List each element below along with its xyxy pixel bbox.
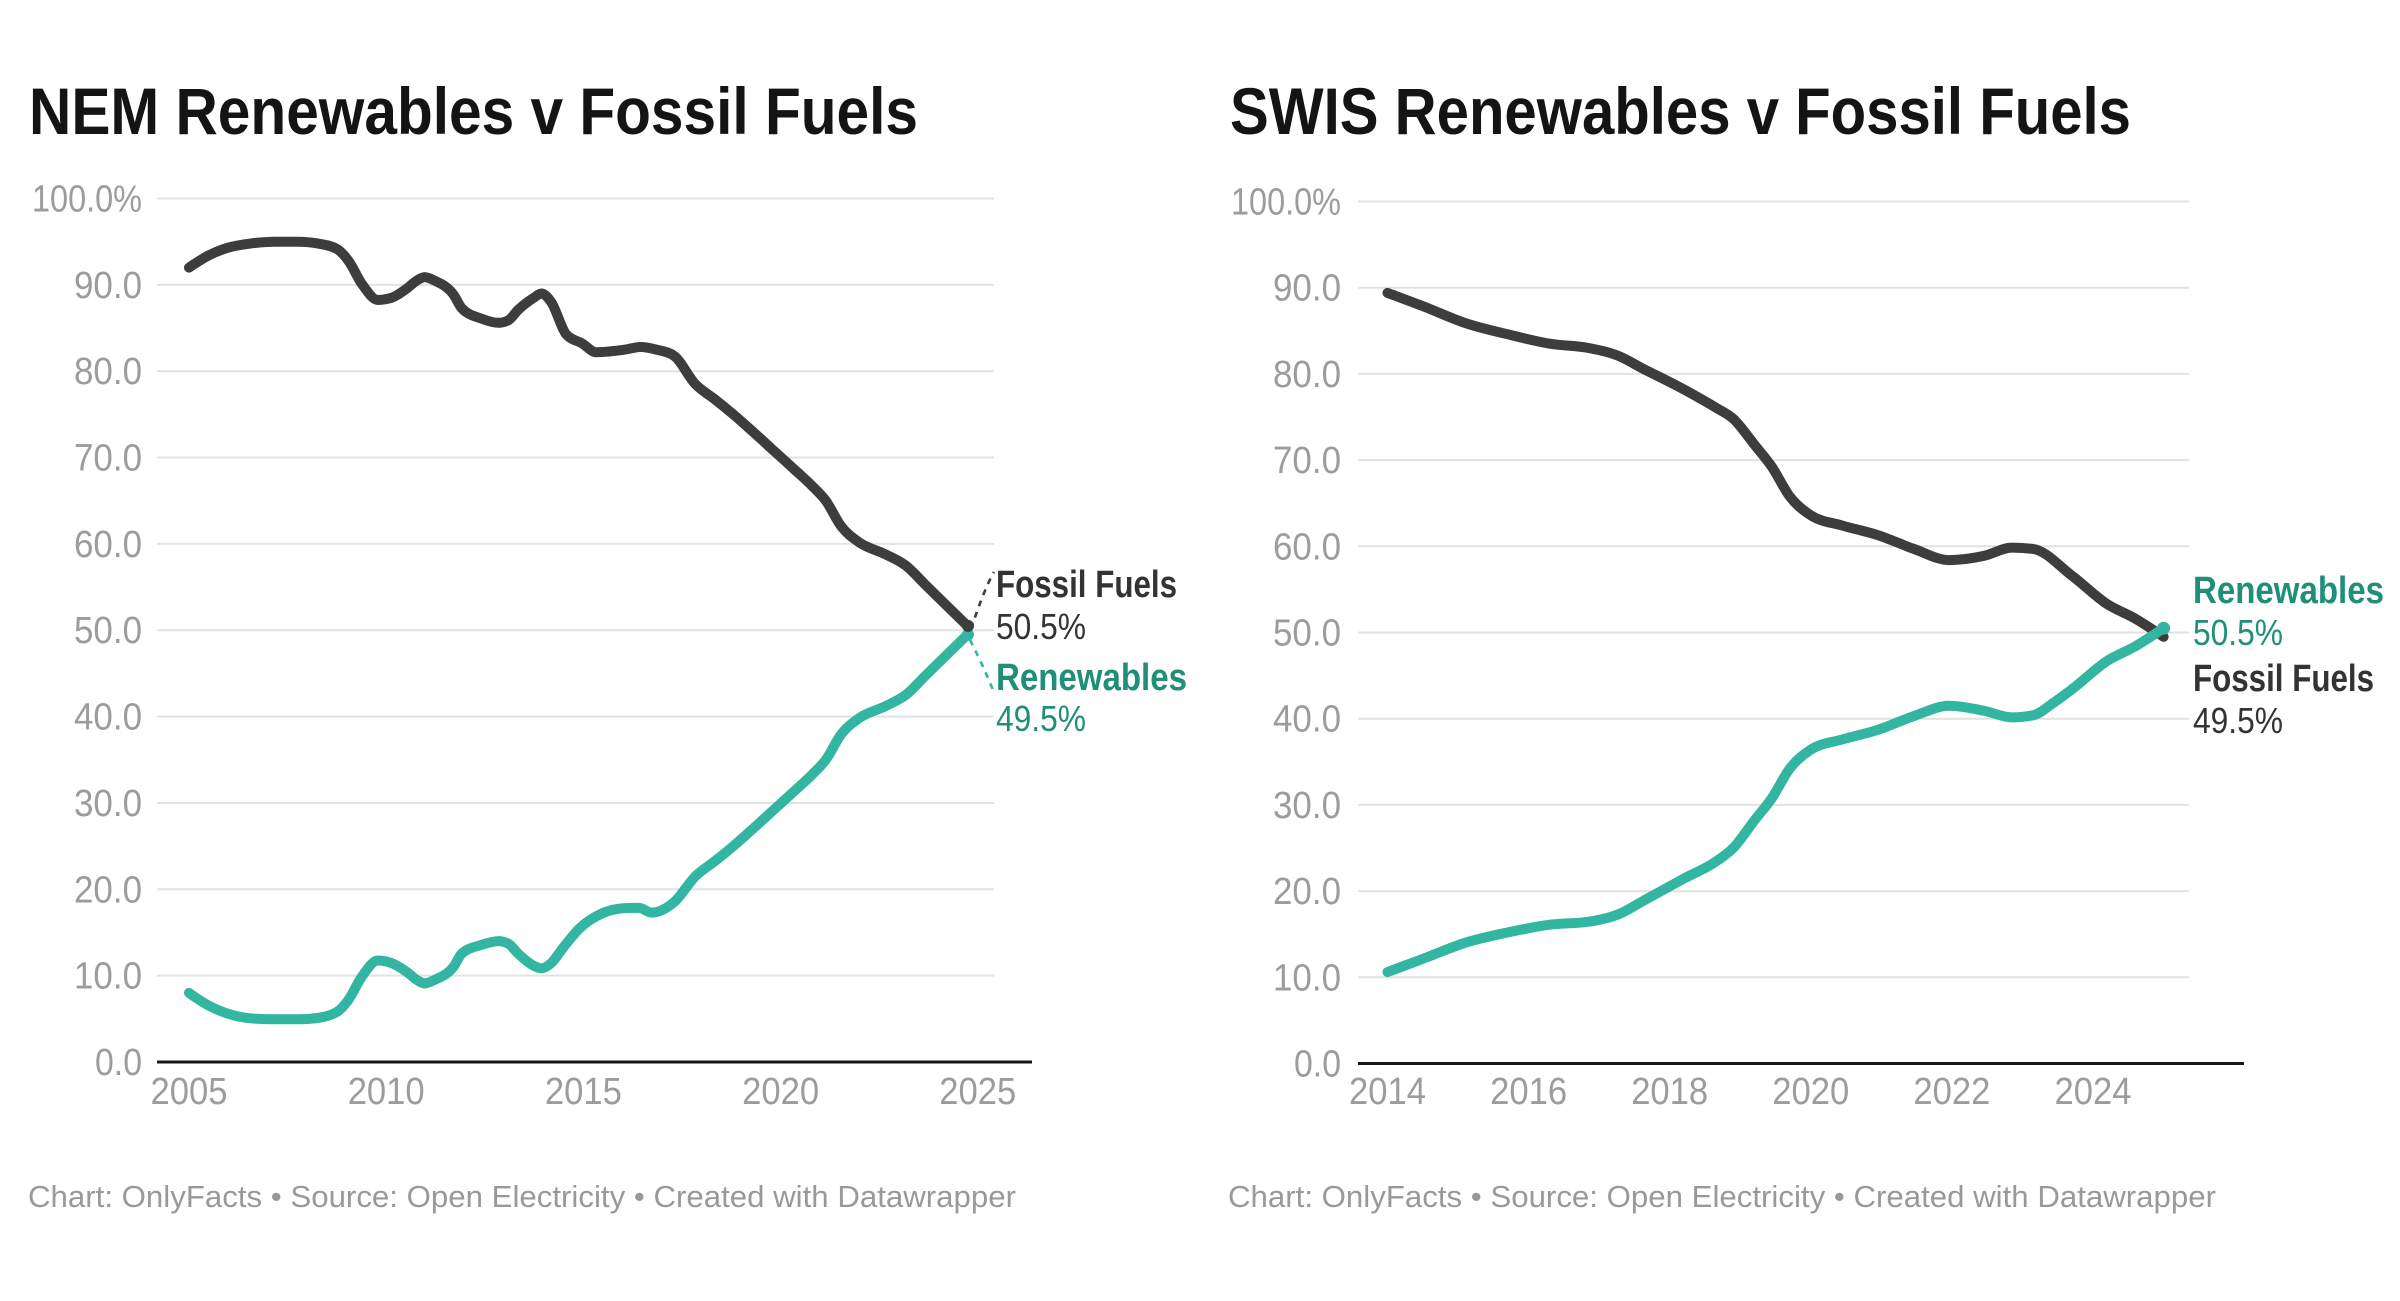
svg-text:49.5%: 49.5% [2193, 700, 2283, 741]
svg-text:100.0%: 100.0% [1231, 182, 1341, 224]
svg-text:50.0: 50.0 [1273, 613, 1341, 655]
svg-text:70.0: 70.0 [1273, 440, 1341, 482]
svg-text:50.5%: 50.5% [996, 606, 1086, 647]
svg-text:20.0: 20.0 [74, 869, 142, 911]
svg-text:60.0: 60.0 [74, 524, 142, 566]
svg-text:80.0: 80.0 [1273, 354, 1341, 396]
svg-text:Renewables: Renewables [2193, 570, 2384, 612]
svg-text:Fossil Fuels: Fossil Fuels [2193, 658, 2374, 700]
svg-text:10.0: 10.0 [1273, 957, 1341, 999]
svg-text:70.0: 70.0 [74, 438, 142, 480]
svg-text:80.0: 80.0 [74, 351, 142, 393]
svg-text:2025: 2025 [939, 1071, 1016, 1113]
svg-text:90.0: 90.0 [74, 265, 142, 307]
svg-text:30.0: 30.0 [1273, 785, 1341, 827]
svg-text:Chart: OnlyFacts • Source: Ope: Chart: OnlyFacts • Source: Open Electric… [28, 1179, 1016, 1214]
svg-text:2020: 2020 [1772, 1071, 1849, 1113]
svg-text:2014: 2014 [1349, 1071, 1426, 1113]
svg-text:60.0: 60.0 [1273, 526, 1341, 568]
svg-text:50.5%: 50.5% [2193, 612, 2283, 653]
svg-text:2022: 2022 [1913, 1071, 1990, 1113]
svg-text:0.0: 0.0 [1294, 1044, 1341, 1086]
svg-text:10.0: 10.0 [74, 956, 142, 998]
svg-text:2016: 2016 [1490, 1071, 1567, 1113]
svg-text:90.0: 90.0 [1273, 268, 1341, 310]
svg-text:2010: 2010 [348, 1071, 425, 1113]
svg-text:2018: 2018 [1631, 1071, 1708, 1113]
svg-text:40.0: 40.0 [1273, 699, 1341, 741]
svg-text:Chart: OnlyFacts • Source: Ope: Chart: OnlyFacts • Source: Open Electric… [1228, 1179, 2216, 1214]
svg-text:Renewables: Renewables [996, 657, 1187, 699]
svg-text:Fossil Fuels: Fossil Fuels [996, 564, 1177, 606]
svg-text:50.0: 50.0 [74, 610, 142, 652]
svg-text:30.0: 30.0 [74, 783, 142, 825]
svg-text:NEM Renewables v Fossil Fuels: NEM Renewables v Fossil Fuels [29, 74, 918, 148]
svg-text:100.0%: 100.0% [32, 179, 142, 221]
svg-text:40.0: 40.0 [74, 697, 142, 739]
svg-text:0.0: 0.0 [95, 1042, 142, 1084]
svg-text:2015: 2015 [545, 1071, 622, 1113]
svg-text:2020: 2020 [742, 1071, 819, 1113]
svg-text:SWIS Renewables v Fossil Fuels: SWIS Renewables v Fossil Fuels [1230, 74, 2131, 148]
svg-text:20.0: 20.0 [1273, 871, 1341, 913]
svg-text:2024: 2024 [2055, 1071, 2132, 1113]
svg-text:49.5%: 49.5% [996, 698, 1086, 739]
svg-text:2005: 2005 [151, 1071, 228, 1113]
